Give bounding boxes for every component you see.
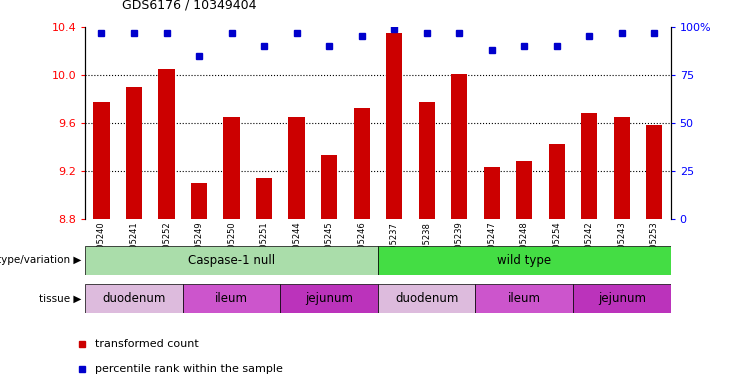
Bar	[85, 284, 183, 313]
Bar	[256, 178, 272, 219]
Text: tissue ▶: tissue ▶	[39, 293, 82, 304]
Bar	[484, 167, 500, 219]
Text: transformed count: transformed count	[95, 339, 199, 349]
Text: duodenum: duodenum	[102, 292, 166, 305]
Bar	[614, 117, 630, 219]
Bar	[321, 155, 337, 219]
Text: jejunum: jejunum	[598, 292, 646, 305]
Bar	[581, 113, 597, 219]
Text: ileum: ileum	[508, 292, 541, 305]
Bar	[159, 69, 175, 219]
Bar	[419, 103, 435, 219]
Text: GDS6176 / 10349404: GDS6176 / 10349404	[122, 0, 257, 12]
Bar	[548, 144, 565, 219]
Bar	[476, 284, 573, 313]
Bar	[378, 284, 476, 313]
Text: duodenum: duodenum	[395, 292, 459, 305]
Bar	[516, 161, 532, 219]
Text: percentile rank within the sample: percentile rank within the sample	[95, 364, 283, 374]
Bar	[191, 183, 207, 219]
Bar	[126, 87, 142, 219]
Text: genotype/variation ▶: genotype/variation ▶	[0, 255, 82, 265]
Bar	[378, 246, 671, 275]
Bar	[353, 109, 370, 219]
Bar	[85, 246, 378, 275]
Bar	[646, 125, 662, 219]
Text: ileum: ileum	[215, 292, 248, 305]
Bar	[280, 284, 378, 313]
Text: wild type: wild type	[497, 254, 551, 266]
Bar	[386, 33, 402, 219]
Bar	[288, 117, 305, 219]
Bar	[573, 284, 671, 313]
Text: jejunum: jejunum	[305, 292, 353, 305]
Text: Caspase-1 null: Caspase-1 null	[188, 254, 275, 266]
Bar	[183, 284, 280, 313]
Bar	[93, 103, 110, 219]
Bar	[224, 117, 239, 219]
Bar	[451, 74, 468, 219]
